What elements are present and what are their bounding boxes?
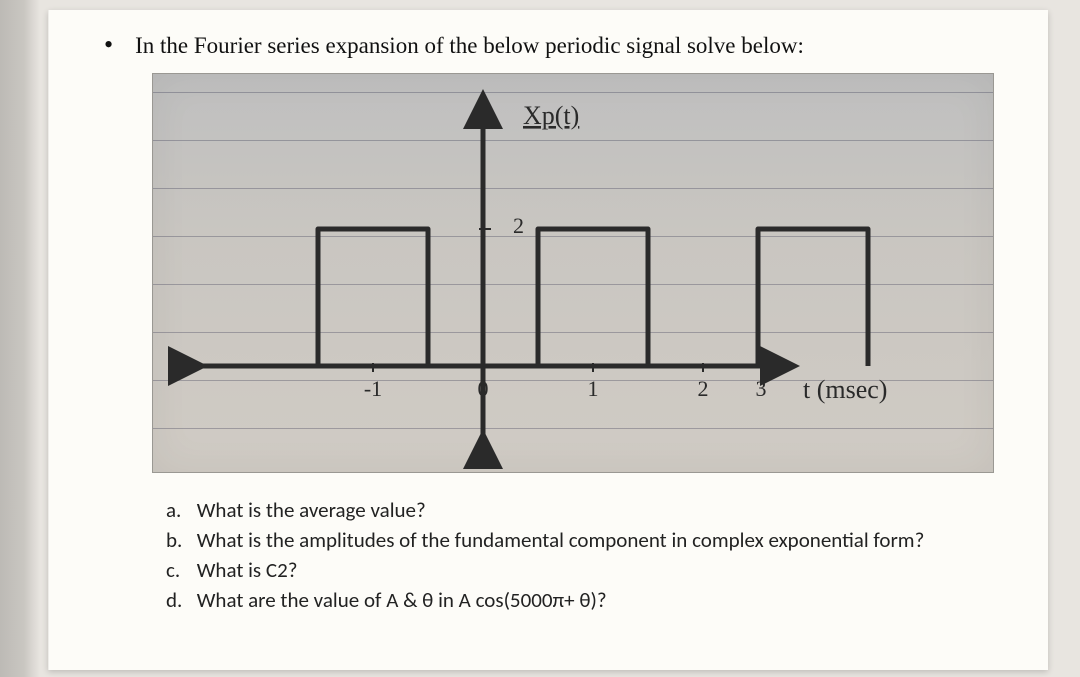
sub-question-text: What is the average value? xyxy=(197,497,426,523)
sub-question-index: c. xyxy=(166,557,192,583)
sub-question-text: What is C2? xyxy=(197,557,298,583)
sub-question: d. What are the value of A & θ in A cos(… xyxy=(166,587,1018,613)
signal-figure: -1 0 1 2 3 2 Xp(t) t (msec) xyxy=(152,73,994,473)
svg-text:-1: -1 xyxy=(364,376,382,401)
sub-question-index: d. xyxy=(166,587,192,613)
worksheet-page: • In the Fourier series expansion of the… xyxy=(48,10,1048,670)
svg-text:2: 2 xyxy=(513,213,524,238)
svg-text:Xp(t): Xp(t) xyxy=(523,101,579,130)
sub-question-text: What are the value of A & θ in A cos(500… xyxy=(197,587,607,613)
prompt-row: • In the Fourier series expansion of the… xyxy=(104,32,1018,59)
sub-question-index: a. xyxy=(166,497,192,523)
svg-text:1: 1 xyxy=(588,376,599,401)
svg-text:2: 2 xyxy=(698,376,709,401)
screen-edge-shadow xyxy=(0,0,40,677)
sub-question: a. What is the average value? xyxy=(166,497,1018,523)
sub-question-list: a. What is the average value? b. What is… xyxy=(166,497,1018,613)
svg-text:t (msec): t (msec) xyxy=(803,375,887,404)
svg-text:0: 0 xyxy=(478,376,489,401)
signal-plot: -1 0 1 2 3 2 Xp(t) t (msec) xyxy=(153,74,993,472)
sub-question-index: b. xyxy=(166,527,192,553)
sub-question: c. What is C2? xyxy=(166,557,1018,583)
bullet-dot: • xyxy=(104,32,113,58)
svg-text:3: 3 xyxy=(756,376,767,401)
sub-question: b. What is the amplitudes of the fundame… xyxy=(166,527,1018,553)
sub-question-text: What is the amplitudes of the fundamenta… xyxy=(197,527,925,553)
prompt-text: In the Fourier series expansion of the b… xyxy=(135,33,804,59)
